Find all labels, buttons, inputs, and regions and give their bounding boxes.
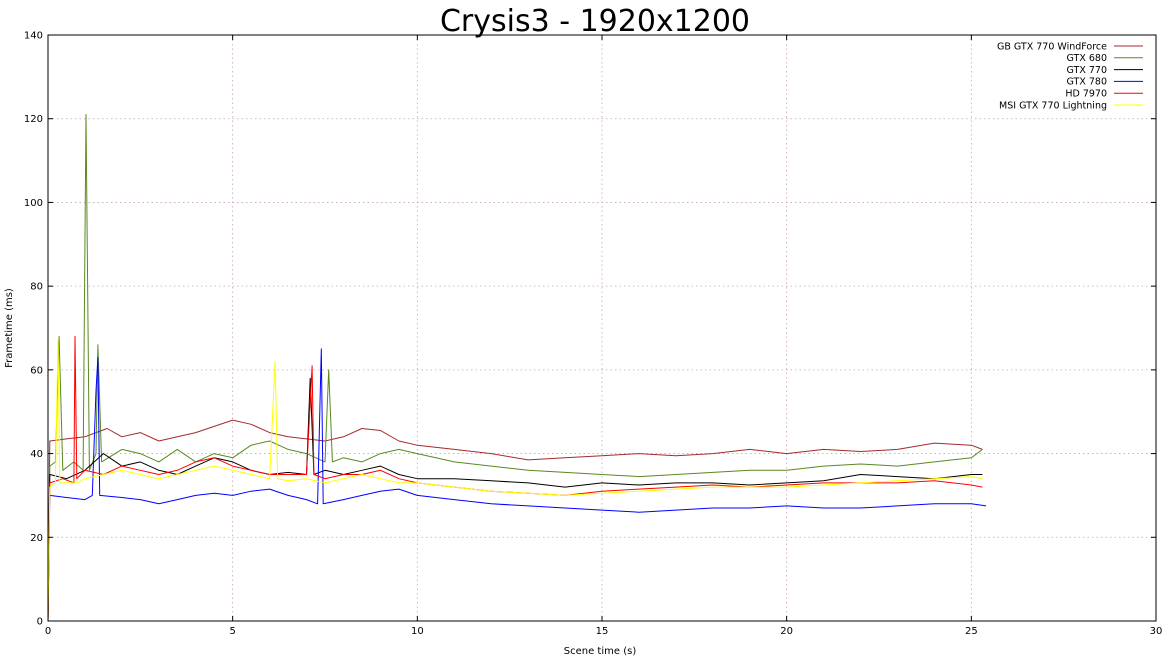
legend-label: GTX 770 [1067,65,1108,76]
legend-label: HD 7970 [1065,89,1107,100]
series-line-6 [47,340,983,622]
series-line-2 [47,114,983,622]
x-tick-label: 10 [411,626,424,637]
chart-title: Crysis3 - 1920x1200 [440,4,750,39]
x-tick-label: 0 [45,626,51,637]
legend-label: MSI GTX 770 Lightning [999,100,1107,111]
y-tick-label: 20 [30,533,43,544]
legend-label: GTX 780 [1067,77,1108,88]
y-tick-label: 0 [37,617,43,628]
x-tick-label: 15 [596,626,609,637]
series-line-3 [47,377,983,622]
y-tick-label: 140 [24,31,43,42]
series-line-1 [47,419,983,622]
y-axis-label: Frametime (ms) [4,288,15,368]
series-line-5 [47,335,983,622]
y-tick-label: 60 [30,365,43,376]
axis-ticks: 0 5 10 15 20 25 30 0 20 40 60 80 100 120 140 [24,31,1162,638]
x-tick-label: 25 [965,626,978,637]
x-tick-label: 30 [1150,626,1163,637]
series-lines [47,114,987,622]
x-tick-label: 20 [780,626,793,637]
y-tick-label: 40 [30,449,43,460]
y-tick-label: 100 [24,198,43,209]
x-axis-label: Scene time (s) [564,646,637,657]
legend-label: GB GTX 770 WindForce [997,41,1107,52]
series-line-4 [47,348,987,622]
y-tick-label: 120 [24,114,43,125]
y-tick-label: 80 [30,282,43,293]
x-tick-label: 5 [229,626,235,637]
legend-label: GTX 680 [1067,53,1108,64]
grid-lines [48,35,1156,621]
